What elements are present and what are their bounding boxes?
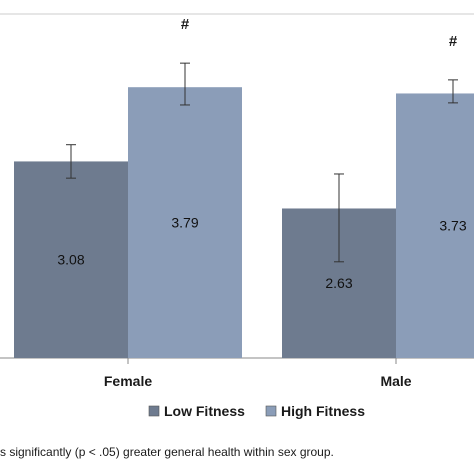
legend-label-high-fitness: High Fitness	[281, 403, 365, 419]
bar-high-fitness-female	[128, 87, 242, 358]
annotation-high-fitness-female: #	[181, 16, 190, 33]
value-label-high-fitness-female: 3.79	[171, 215, 198, 231]
value-label-low-fitness-female: 3.08	[57, 252, 84, 268]
bar-group: 3.08 3.79 2.63 3.73 # #	[14, 16, 474, 359]
footnote: s significantly (p < .05) greater genera…	[0, 445, 334, 459]
annotation-high-fitness-male: #	[449, 33, 458, 50]
bar-high-fitness-male	[396, 93, 474, 359]
legend-swatch-low-fitness	[148, 405, 160, 417]
value-label-high-fitness-male: 3.73	[439, 218, 466, 234]
bar-low-fitness-female	[14, 161, 128, 358]
x-tick-label-female: Female	[104, 373, 152, 389]
legend: Low Fitness High Fitness	[148, 403, 365, 419]
value-label-low-fitness-male: 2.63	[325, 275, 352, 291]
x-tick-label-male: Male	[380, 373, 411, 389]
legend-label-low-fitness: Low Fitness	[164, 403, 245, 419]
legend-swatch-high-fitness	[265, 405, 277, 417]
